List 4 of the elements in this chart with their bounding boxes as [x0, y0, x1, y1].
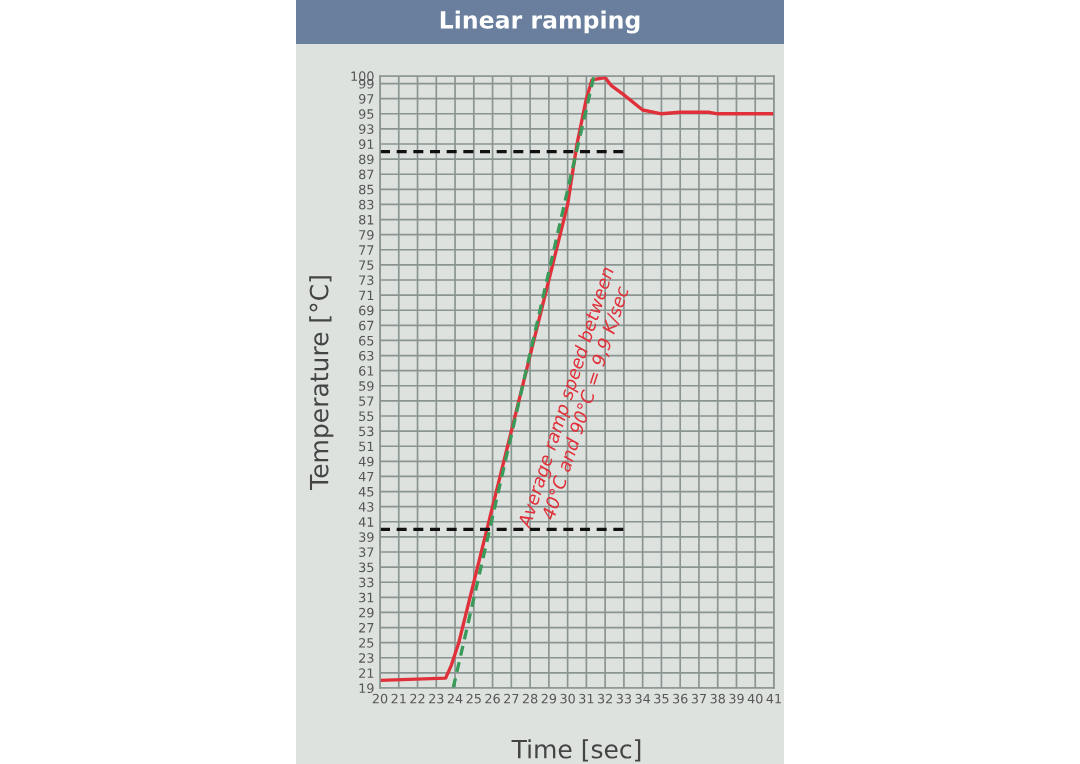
x-axis-title: Time [sec] — [511, 739, 641, 762]
chart-title: Linear ramping — [440, 10, 640, 34]
y-axis-title: Temperature [°C] — [309, 276, 334, 490]
line-series — [380, 76, 774, 683]
